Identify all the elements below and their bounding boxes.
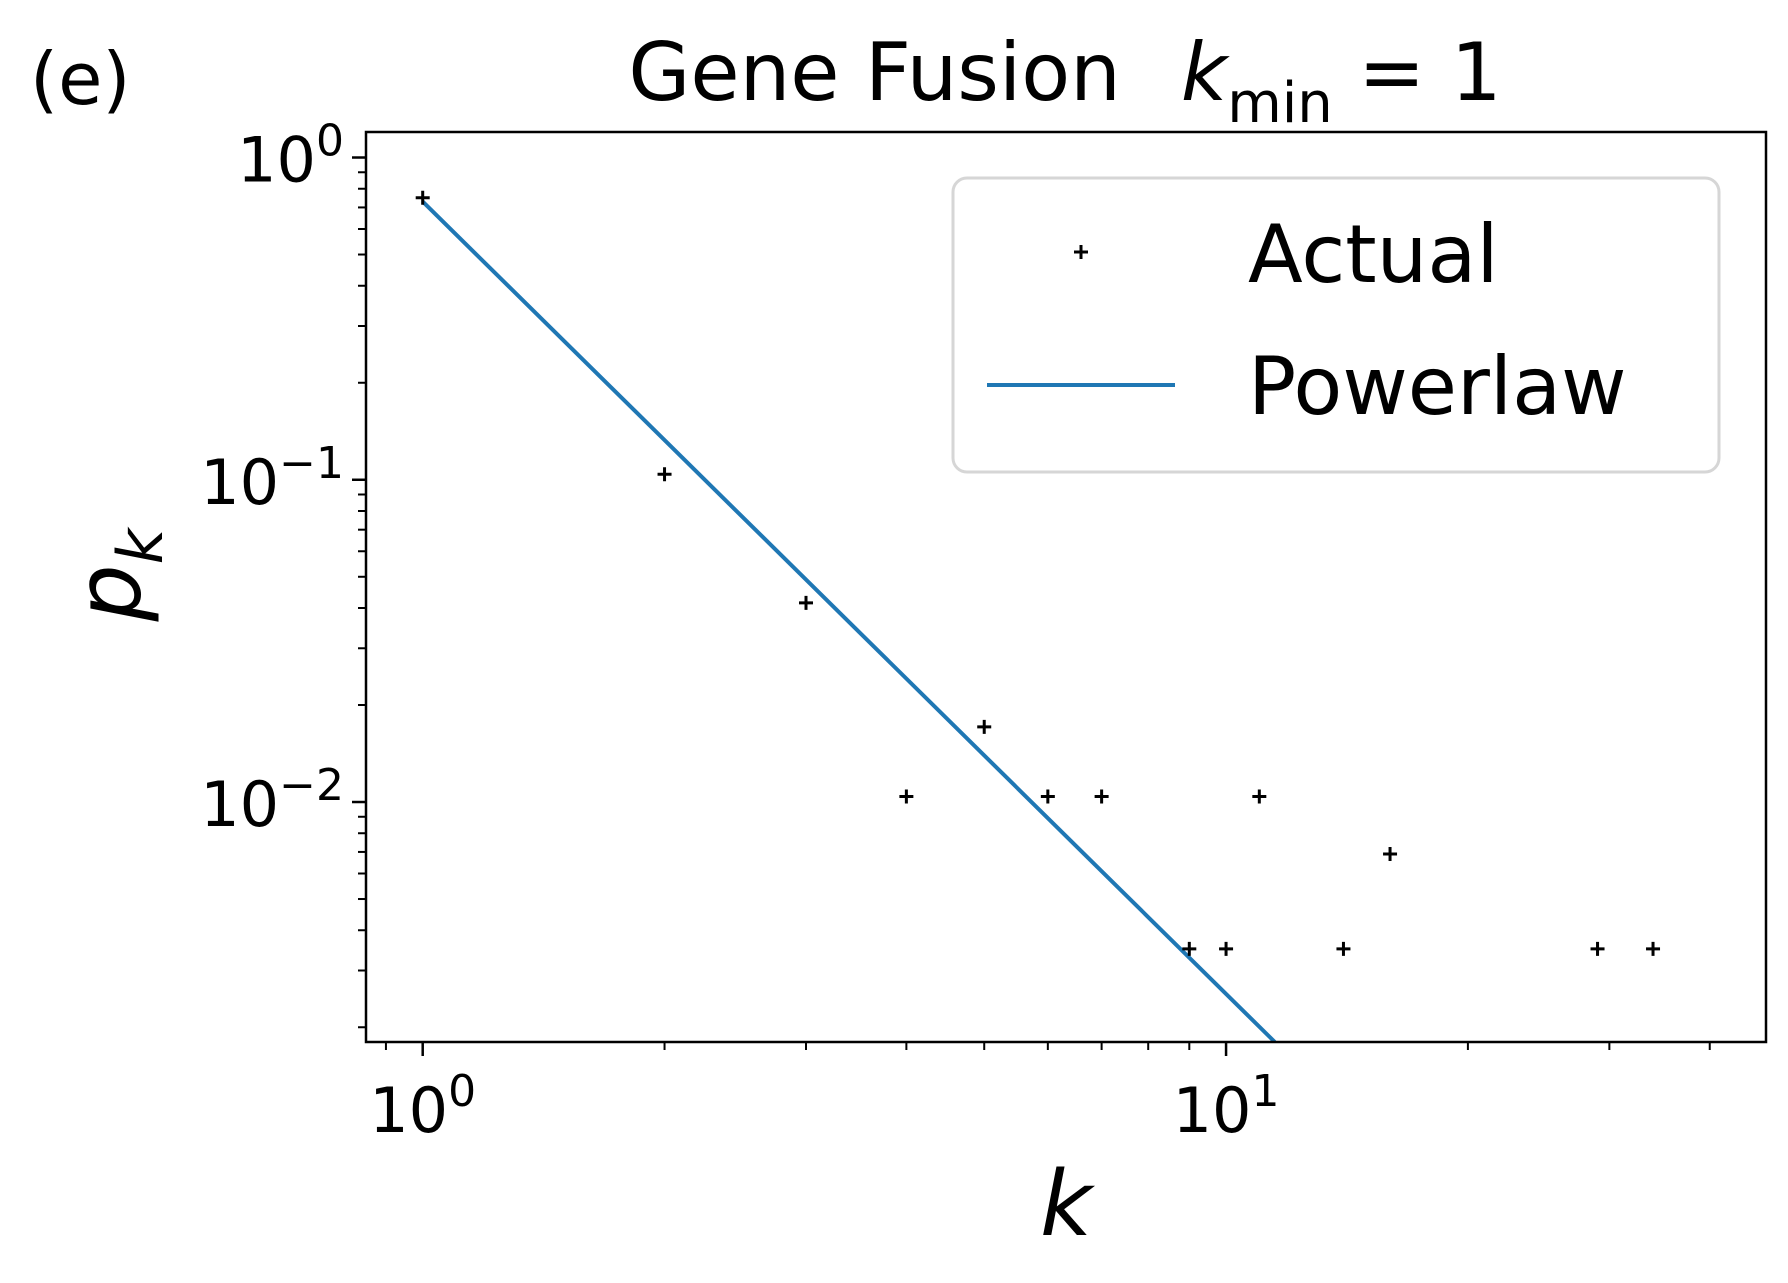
y-axis-label-main: p [57, 564, 162, 622]
data-point-actual [1646, 941, 1661, 956]
data-point-actual [1040, 789, 1055, 804]
legend-label-actual: Actual [1248, 208, 1499, 301]
tick-labels: 100 101 100 10−1 10−2 [200, 116, 1279, 1147]
data-point-actual [1590, 941, 1605, 956]
series-powerlaw-line [421, 200, 1277, 1042]
data-point-actual [415, 190, 430, 205]
data-point-actual [1336, 941, 1351, 956]
y-axis-label-sub: k [104, 526, 177, 564]
legend-label-powerlaw: Powerlaw [1248, 340, 1627, 433]
title-main: Gene Fusion [628, 26, 1120, 119]
legend-marker-actual [1074, 245, 1088, 259]
major-ticks [352, 156, 1228, 1056]
data-point-actual [657, 467, 672, 482]
minor-ticks [358, 171, 1711, 1050]
data-point-actual [1094, 789, 1109, 804]
data-point-actual [899, 789, 914, 804]
legend-box [951, 176, 1721, 474]
chart-title: Gene Fusion kmin = 1 [628, 26, 1501, 136]
data-point-actual [1383, 846, 1398, 861]
x-axis-label: k [1040, 1152, 1096, 1257]
y-tick-label: 100 [237, 116, 344, 197]
data-point-actual [1182, 941, 1197, 956]
x-tick-label: 100 [369, 1066, 476, 1147]
title-param: k [1181, 26, 1230, 119]
data-point-actual [1219, 941, 1234, 956]
data-point-actual [977, 719, 992, 734]
y-tick-label: 10−1 [200, 438, 344, 519]
y-axis-label: pk [57, 526, 177, 622]
panel-label: (e) [30, 37, 130, 121]
x-tick-label: 101 [1173, 1066, 1280, 1147]
y-tick-label: 10−2 [200, 760, 344, 841]
title-param-sub: min [1227, 71, 1333, 136]
legend-plus-marker [1074, 245, 1088, 259]
data-point-actual [799, 595, 814, 610]
plot-frame [364, 130, 1768, 1044]
legend: Actual Powerlaw [951, 176, 1721, 474]
plot-area [415, 190, 1661, 1042]
data-point-actual [1252, 789, 1267, 804]
title-param-rest: = 1 [1333, 26, 1502, 119]
